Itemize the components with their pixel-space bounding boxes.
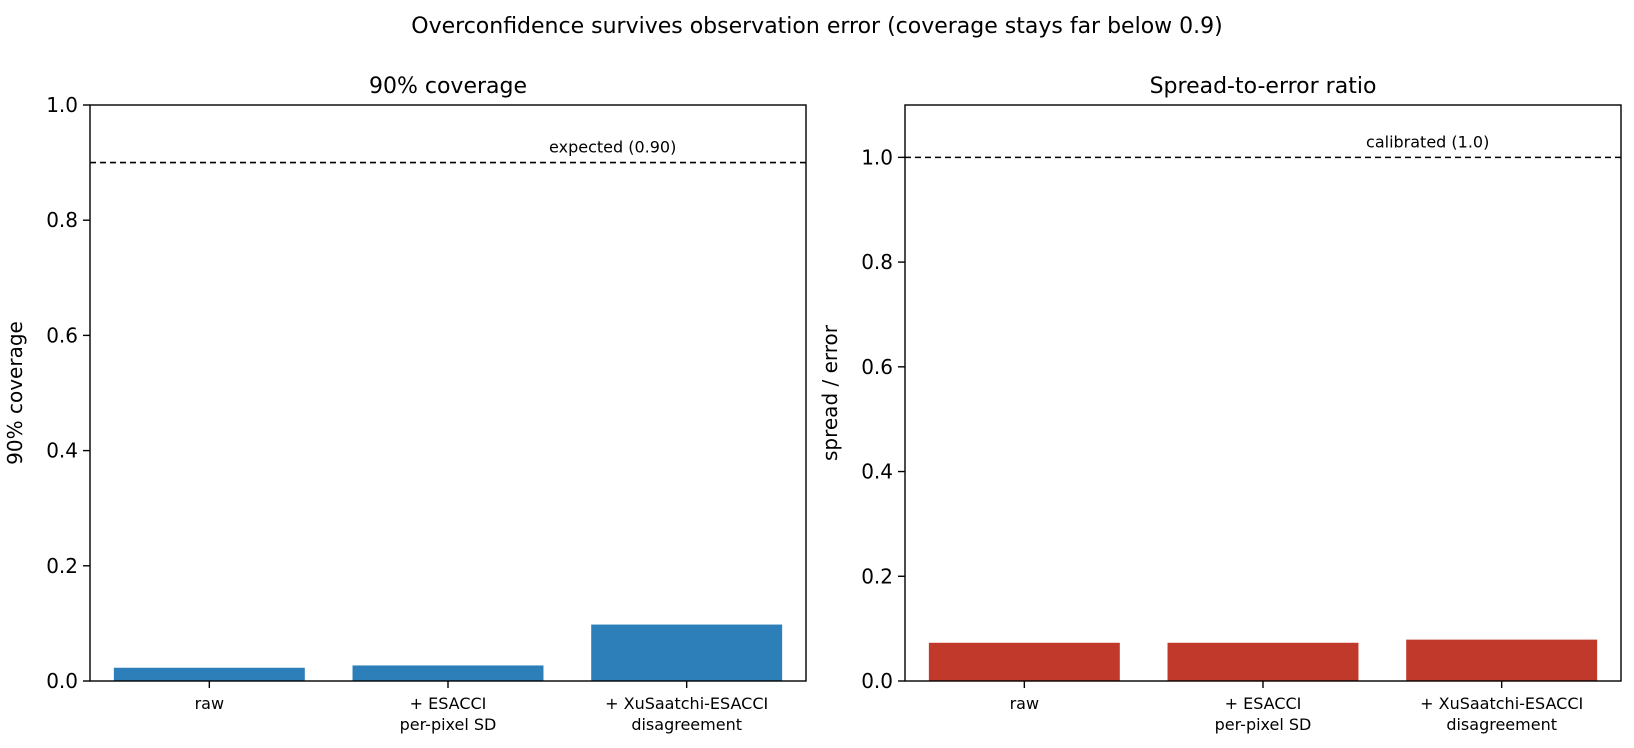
figure-suptitle: Overconfidence survives observation erro… [411, 14, 1222, 39]
x-tick-label-line: + XuSaatchi-ESACCI [605, 694, 768, 713]
bar-0 [928, 642, 1120, 681]
x-tick-label-line: disagreement [631, 715, 742, 734]
x-tick-label-line: + XuSaatchi-ESACCI [1420, 694, 1583, 713]
reference-line-label: calibrated (1.0) [1366, 132, 1489, 151]
y-tick-label: 0.6 [46, 323, 78, 347]
bar-2 [1406, 639, 1598, 681]
y-tick-label: 0.6 [861, 355, 893, 379]
chart-panel-coverage: 90% coverage expected (0.90) 0.0 0.2 0.4 0.6 0… [3, 74, 807, 734]
y-axis-label: 90% coverage [3, 321, 27, 465]
x-tick-label-line: raw [1010, 694, 1039, 713]
y-tick-label: 0.2 [861, 564, 893, 588]
x-tick-label-line: per-pixel SD [400, 715, 497, 734]
bar-1 [1167, 642, 1359, 681]
x-tick-label: raw [195, 694, 224, 713]
x-tick-label-line: raw [195, 694, 224, 713]
y-tick-label: 0.0 [861, 669, 893, 693]
x-tick-label-line: per-pixel SD [1215, 715, 1312, 734]
y-tick-label: 1.0 [861, 145, 893, 169]
x-tick-label-line: disagreement [1446, 715, 1557, 734]
x-tick-label: + ESACCI per-pixel SD [1215, 694, 1312, 734]
x-tick-label: + XuSaatchi-ESACCI disagreement [1420, 694, 1583, 734]
x-tick-label-line: + ESACCI [1225, 694, 1302, 713]
chart-title: 90% coverage [369, 74, 527, 99]
x-tick-label-line: + ESACCI [410, 694, 487, 713]
chart-title: Spread-to-error ratio [1150, 74, 1377, 99]
x-tick-label: + ESACCI per-pixel SD [400, 694, 497, 734]
bar-0 [113, 667, 305, 681]
x-tick-label: + XuSaatchi-ESACCI disagreement [605, 694, 768, 734]
chart-panel-spread-error: Spread-to-error ratio calibrated (1.0) 0.0… [818, 74, 1622, 734]
y-tick-label: 0.0 [46, 669, 78, 693]
y-tick-label: 0.8 [861, 250, 893, 274]
bar-1 [352, 665, 544, 681]
y-axis-label: spread / error [818, 324, 842, 461]
y-tick-label: 0.4 [46, 439, 78, 463]
y-tick-label: 1.0 [46, 93, 78, 117]
y-tick-label: 0.2 [46, 554, 78, 578]
reference-line-label: expected (0.90) [549, 138, 676, 157]
bar-2 [591, 624, 783, 681]
x-tick-label: raw [1010, 694, 1039, 713]
y-tick-label: 0.4 [861, 460, 893, 484]
y-tick-label: 0.8 [46, 208, 78, 232]
